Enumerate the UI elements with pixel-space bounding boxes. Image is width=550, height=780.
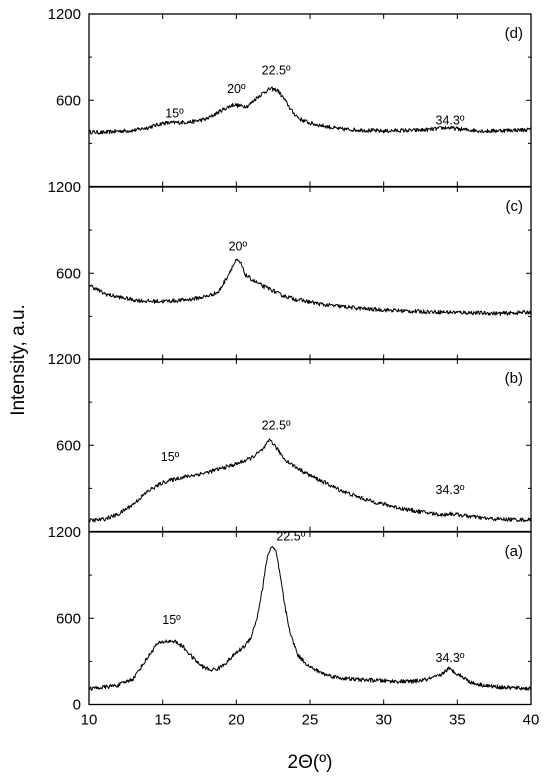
peak-annotation: 20º [227, 82, 246, 96]
panel-d: 600 1200 (d) 15º 20º 22.5º 34.3º [48, 6, 532, 188]
x-tick-label: 20 [228, 712, 245, 729]
peak-annotation: 22.5º [262, 63, 291, 77]
peak-annotation: 34.3º [436, 651, 465, 665]
panel-label: (c) [506, 198, 524, 215]
y-tick-label: 1200 [48, 351, 81, 368]
peak-annotation: 34.3º [436, 114, 465, 128]
panel-label: (a) [505, 543, 523, 560]
x-axis: 10 15 20 25 30 35 40 [81, 712, 540, 729]
peak-annotation: 15º [162, 613, 181, 627]
panel-label: (b) [505, 370, 523, 387]
panel-frame [88, 358, 532, 533]
xrd-trace-a [88, 546, 532, 691]
x-tick-label: 15 [154, 712, 171, 729]
peak-annotation: 15º [161, 450, 180, 464]
y-tick-label: 1200 [48, 524, 81, 541]
y-tick-label: 600 [56, 610, 81, 627]
peak-annotation: 22.5º [262, 418, 291, 432]
y-tick-label: 1200 [48, 6, 81, 23]
xrd-trace-c [88, 258, 532, 316]
xrd-trace-b [88, 438, 532, 523]
panel-a: 0 600 1200 (a) 15º 22.5º 34.3º [48, 524, 532, 714]
x-tick-label: 40 [523, 712, 540, 729]
y-tick-label: 600 [56, 92, 81, 109]
x-tick-label: 25 [302, 712, 319, 729]
y-axis-title: Intensity, a.u. [8, 304, 29, 416]
panel-label: (d) [505, 25, 523, 42]
panel-b: 600 1200 (b) 15º 22.5º 34.3º [48, 351, 532, 533]
y-tick-label: 0 [73, 697, 81, 714]
x-tick-label: 30 [375, 712, 392, 729]
panels: 6001200(d)15º20º22.5º34.3º6001200(c)20º6… [48, 6, 532, 714]
x-tick-label: 10 [81, 712, 98, 729]
panel-c: 600 1200 (c) 20º [48, 179, 532, 361]
xrd-trace-d [88, 86, 532, 135]
panel-frame [88, 13, 532, 188]
panel-frame [88, 186, 532, 361]
y-tick-label: 600 [56, 437, 81, 454]
peak-annotation: 34.3º [436, 483, 465, 497]
peak-annotation: 20º [229, 239, 248, 253]
y-tick-label: 600 [56, 265, 81, 282]
x-axis-title: 2Θ(º) [288, 752, 333, 773]
peak-annotation: 22.5º [276, 530, 305, 544]
y-tick-label: 1200 [48, 179, 81, 196]
x-tick-label: 35 [449, 712, 466, 729]
peak-annotation: 15º [165, 107, 184, 121]
